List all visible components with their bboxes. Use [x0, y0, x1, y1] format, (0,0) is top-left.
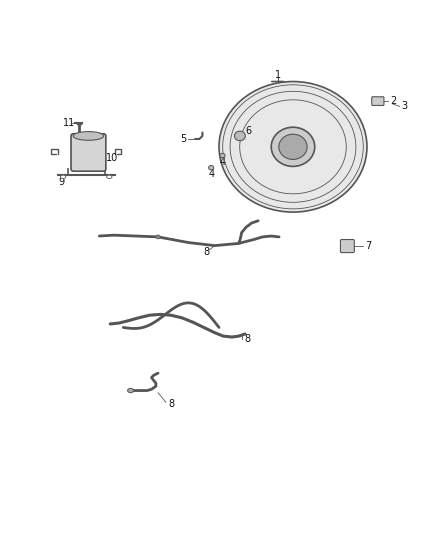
Text: 8: 8 — [168, 399, 174, 409]
Text: 6: 6 — [246, 126, 252, 136]
Text: 9: 9 — [58, 176, 64, 187]
Text: 2: 2 — [390, 96, 396, 106]
Ellipse shape — [73, 132, 104, 140]
FancyBboxPatch shape — [372, 97, 384, 106]
Ellipse shape — [279, 134, 307, 159]
Text: 1: 1 — [275, 70, 281, 80]
FancyBboxPatch shape — [340, 239, 354, 253]
Ellipse shape — [219, 82, 367, 212]
Text: 8: 8 — [244, 334, 251, 344]
Text: 8: 8 — [203, 247, 209, 257]
Text: 5: 5 — [180, 134, 187, 144]
Text: 4: 4 — [219, 157, 226, 167]
Ellipse shape — [220, 154, 225, 158]
Ellipse shape — [208, 166, 214, 170]
Ellipse shape — [107, 175, 112, 179]
Text: 4: 4 — [208, 169, 214, 179]
Ellipse shape — [271, 127, 315, 166]
Ellipse shape — [127, 389, 134, 393]
Ellipse shape — [156, 235, 160, 239]
FancyBboxPatch shape — [71, 134, 106, 171]
Ellipse shape — [60, 175, 66, 179]
Text: 10: 10 — [106, 152, 119, 163]
Text: 3: 3 — [402, 101, 408, 111]
Ellipse shape — [234, 131, 245, 141]
Text: 11: 11 — [63, 118, 75, 128]
Text: 7: 7 — [365, 241, 371, 251]
